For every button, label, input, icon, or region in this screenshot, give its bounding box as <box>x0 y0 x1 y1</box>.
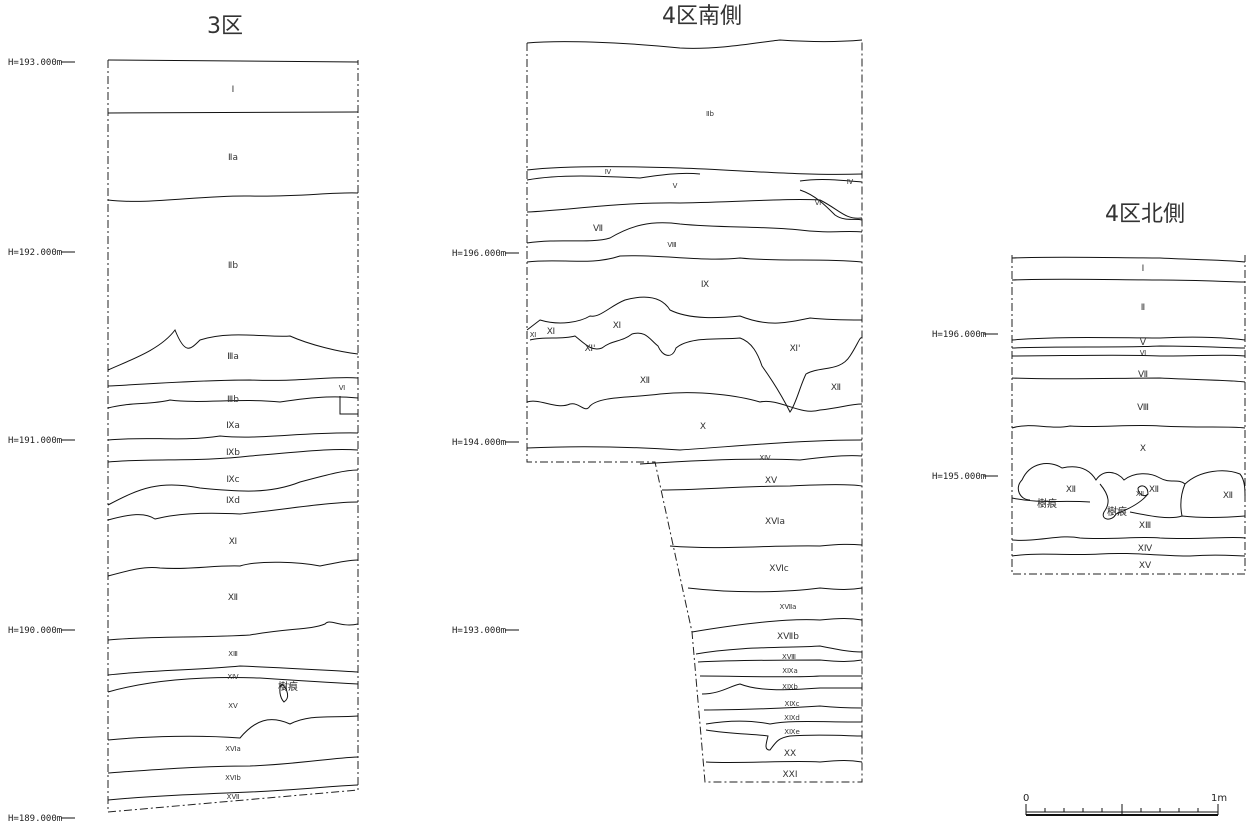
tree-mark-note: 樹痕 <box>1107 505 1127 518</box>
elevation-label: H=193.000m <box>452 626 506 636</box>
layer-label: ⅩⅢ <box>1139 521 1151 531</box>
layer-label: Ⅸa <box>226 421 240 431</box>
layer-label: Ⅷ <box>1137 403 1149 413</box>
layer-label: ⅩⅦ <box>227 793 240 801</box>
layer-label: ⅩⅥa <box>765 517 785 527</box>
section-4-south-top-surface <box>526 39 863 49</box>
layer-label: ⅩⅥc <box>769 564 788 574</box>
layer-label: Ⅺ <box>229 537 237 547</box>
layer-label: ⅩⅨa <box>782 667 798 675</box>
section-4-north-title: 4区北側 <box>1105 202 1185 227</box>
layer-label: Ⅱa <box>228 153 238 163</box>
section-4-south-title: 4区南側 <box>662 4 742 29</box>
layer-label: Ⅱb <box>706 110 714 118</box>
layer-label: Ⅸc <box>226 475 239 485</box>
layer-label: ⅩⅤ <box>1139 561 1152 571</box>
layer-label: Ⅷ <box>667 241 676 249</box>
section-3-layer-labels: Ⅰ Ⅱa Ⅱb Ⅲa Ⅲb Ⅵ Ⅸa Ⅸb Ⅸc Ⅸd Ⅺ Ⅻ ⅩⅢ ⅩⅣ ⅩⅤ… <box>225 85 345 801</box>
layer-label: Ⅹ <box>700 422 706 432</box>
layer-label: Ⅸd <box>226 496 240 506</box>
layer-label: Ⅶ <box>593 224 603 234</box>
scale-end-label: 1m <box>1211 793 1227 804</box>
section-4-north: 4区北側 H=196.000m H=195.000m Ⅰ Ⅱ Ⅴ Ⅵ <box>932 202 1246 575</box>
elevation-label: H=194.000m <box>452 438 506 448</box>
layer-label: Ⅱb <box>228 261 238 271</box>
section-4-south-layer-boundaries <box>526 166 863 764</box>
elevation-label: H=190.000m <box>8 626 62 636</box>
layer-label: ⅩⅣ <box>759 454 771 462</box>
layer-label: Ⅻ <box>1223 491 1233 501</box>
layer-label: Ⅸb <box>226 448 240 458</box>
layer-label: Ⅺ <box>613 321 621 331</box>
layer-label: ⅩⅧ <box>782 653 796 661</box>
elevation-label: H=191.000m <box>8 436 62 446</box>
layer-label: Ⅰ <box>232 85 235 95</box>
layer-label: ⅩⅥb <box>225 774 241 782</box>
layer-label: Ⅴ <box>1140 338 1147 348</box>
layer-label: Ⅹ <box>1140 444 1146 454</box>
layer-label: ⅩⅢ <box>228 650 238 658</box>
layer-label: ⅩⅨc <box>784 700 799 708</box>
scale-bar: 0 1m <box>1023 793 1227 816</box>
layer-label: ⅩⅦb <box>777 632 799 642</box>
layer-label: Ⅳ <box>605 168 612 176</box>
section-3-title: 3区 <box>207 14 243 39</box>
section-4-north-top-surface <box>1011 256 1246 263</box>
layer-label: Ⅲb <box>227 395 239 405</box>
section-4-south-layer-labels: Ⅱb Ⅳ Ⅴ Ⅳ Ⅵ Ⅶ Ⅷ Ⅸ Ⅺ Ⅺ Ⅺ Ⅺ' Ⅺ' Ⅻ Ⅻ Ⅹ ⅩⅣ ⅩⅤ… <box>530 110 854 780</box>
layer-label: ⅩⅨd <box>784 714 800 722</box>
layer-label: Ⅱ <box>1141 303 1145 313</box>
layer-label: Ⅵ <box>1140 349 1146 357</box>
section-4-north-layer-labels: Ⅰ Ⅱ Ⅴ Ⅵ Ⅶ Ⅷ Ⅹ Ⅻ Ⅻ Ⅻ ⅩⅢ ⅩⅣ ⅩⅤ ⅩⅡ 樹痕 樹痕 <box>1037 264 1233 571</box>
layer-label: ⅩⅥa <box>225 745 241 753</box>
elevation-label: H=189.000m <box>8 814 62 824</box>
section-4-north-boundary <box>1011 255 1246 575</box>
section-3-elevations: H=193.000m H=192.000m H=191.000m H=190.0… <box>8 58 75 824</box>
elevation-label: H=192.000m <box>8 248 62 258</box>
layer-label: ⅩⅩ <box>784 749 796 759</box>
elevation-label: H=195.000m <box>932 472 986 482</box>
layer-label: ⅩⅤ <box>228 702 238 710</box>
layer-label: Ⅶ <box>1138 370 1148 380</box>
layer-label: Ⅸ <box>701 280 709 290</box>
layer-label: Ⅺ' <box>790 344 801 354</box>
layer-label: Ⅰ <box>1142 264 1145 274</box>
section-4-south-elevations: H=196.000m H=194.000m H=193.000m <box>452 249 519 636</box>
layer-label: ⅩⅤ <box>765 476 778 486</box>
layer-label: ⅩⅨe <box>784 728 800 736</box>
layer-label: ⅩⅩⅠ <box>783 770 798 780</box>
scale-start-label: 0 <box>1023 793 1029 804</box>
layer-label: ⅩⅣ <box>227 673 239 681</box>
layer-label: Ⅳ <box>847 178 854 186</box>
section-3-boundary <box>107 60 359 813</box>
elevation-label: H=193.000m <box>8 58 62 68</box>
elevation-label: H=196.000m <box>452 249 506 259</box>
layer-label: Ⅻ <box>831 383 841 393</box>
tree-mark-note: 樹痕 <box>278 680 298 693</box>
layer-label: Ⅺ <box>547 327 555 337</box>
layer-label: ⅩⅦa <box>780 603 797 611</box>
layer-label: Ⅺ' <box>585 344 596 354</box>
section-3: 3区 H=193.000m H=192.000m H=191.000m H=19… <box>8 14 359 824</box>
section-4-south: 4区南側 H=196.000m H=194.000m H=193.000m <box>452 4 863 783</box>
layer-label: ⅩⅣ <box>1138 544 1153 554</box>
layer-label: Ⅻ <box>1149 485 1159 495</box>
layer-label: ⅩⅡ <box>1136 490 1144 498</box>
section-3-top-surface <box>107 59 359 63</box>
layer-label: Ⅻ <box>640 376 650 386</box>
layer-label: Ⅵ <box>815 199 821 207</box>
tree-mark-note: 樹痕 <box>1037 497 1057 510</box>
section-3-layer-boundaries <box>107 111 359 801</box>
layer-label: Ⅲa <box>227 352 239 362</box>
layer-label: Ⅵ <box>339 384 345 392</box>
section-4-north-layer-boundaries <box>1011 278 1246 557</box>
layer-label: Ⅻ <box>1066 485 1076 495</box>
layer-label: Ⅴ <box>673 182 678 190</box>
elevation-label: H=196.000m <box>932 330 986 340</box>
layer-label: ⅩⅨb <box>782 683 798 691</box>
layer-label: Ⅺ <box>530 331 537 339</box>
section-4-north-elevations: H=196.000m H=195.000m <box>932 330 998 482</box>
layer-label: Ⅻ <box>228 593 238 603</box>
